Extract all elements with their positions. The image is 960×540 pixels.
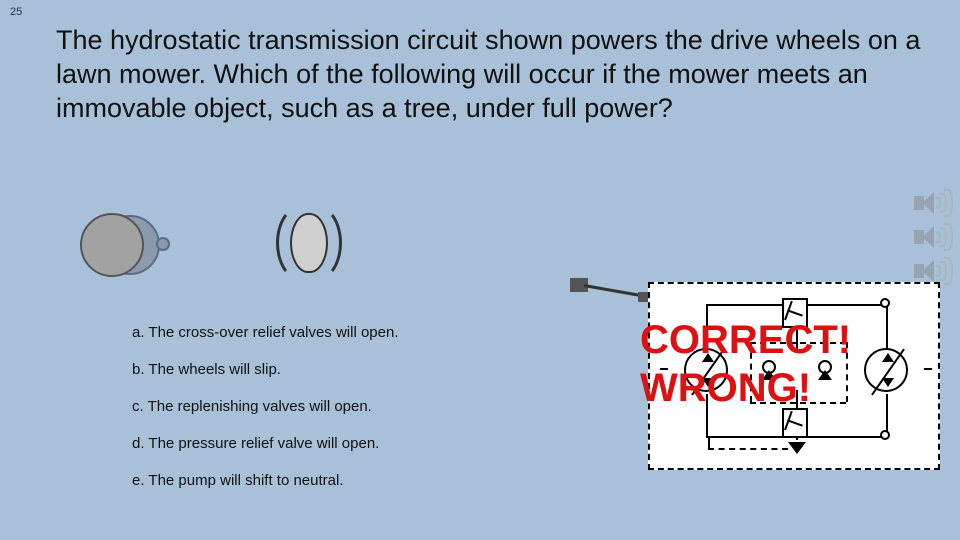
answer-list: a. The cross-over relief valves will ope… <box>132 324 532 509</box>
answer-a[interactable]: a. The cross-over relief valves will ope… <box>132 324 532 341</box>
question-text: The hydrostatic transmission circuit sho… <box>56 24 940 125</box>
speaker-icon[interactable] <box>912 188 952 218</box>
answer-d[interactable]: d. The pressure relief valve will open. <box>132 435 532 452</box>
control-lever-graphic <box>570 278 660 304</box>
component-illustrations <box>80 205 420 285</box>
answer-b[interactable]: b. The wheels will slip. <box>132 361 532 378</box>
reservoir-symbol <box>788 442 806 454</box>
answer-c[interactable]: c. The replenishing valves will open. <box>132 398 532 415</box>
motor-graphic <box>80 215 160 275</box>
speaker-icon[interactable] <box>912 256 952 286</box>
slide-number: 25 <box>10 6 22 18</box>
feedback-overlay: CORRECT! WRONG! <box>640 316 851 412</box>
feedback-correct: CORRECT! <box>640 316 851 364</box>
speaker-icon[interactable] <box>912 222 952 252</box>
answer-e[interactable]: e. The pump will shift to neutral. <box>132 472 532 489</box>
crossover-relief-bottom <box>782 408 808 438</box>
motor-symbol <box>864 348 908 392</box>
feedback-wrong: WRONG! <box>640 364 851 412</box>
audio-icons <box>912 188 952 286</box>
pump-graphic <box>280 205 340 285</box>
